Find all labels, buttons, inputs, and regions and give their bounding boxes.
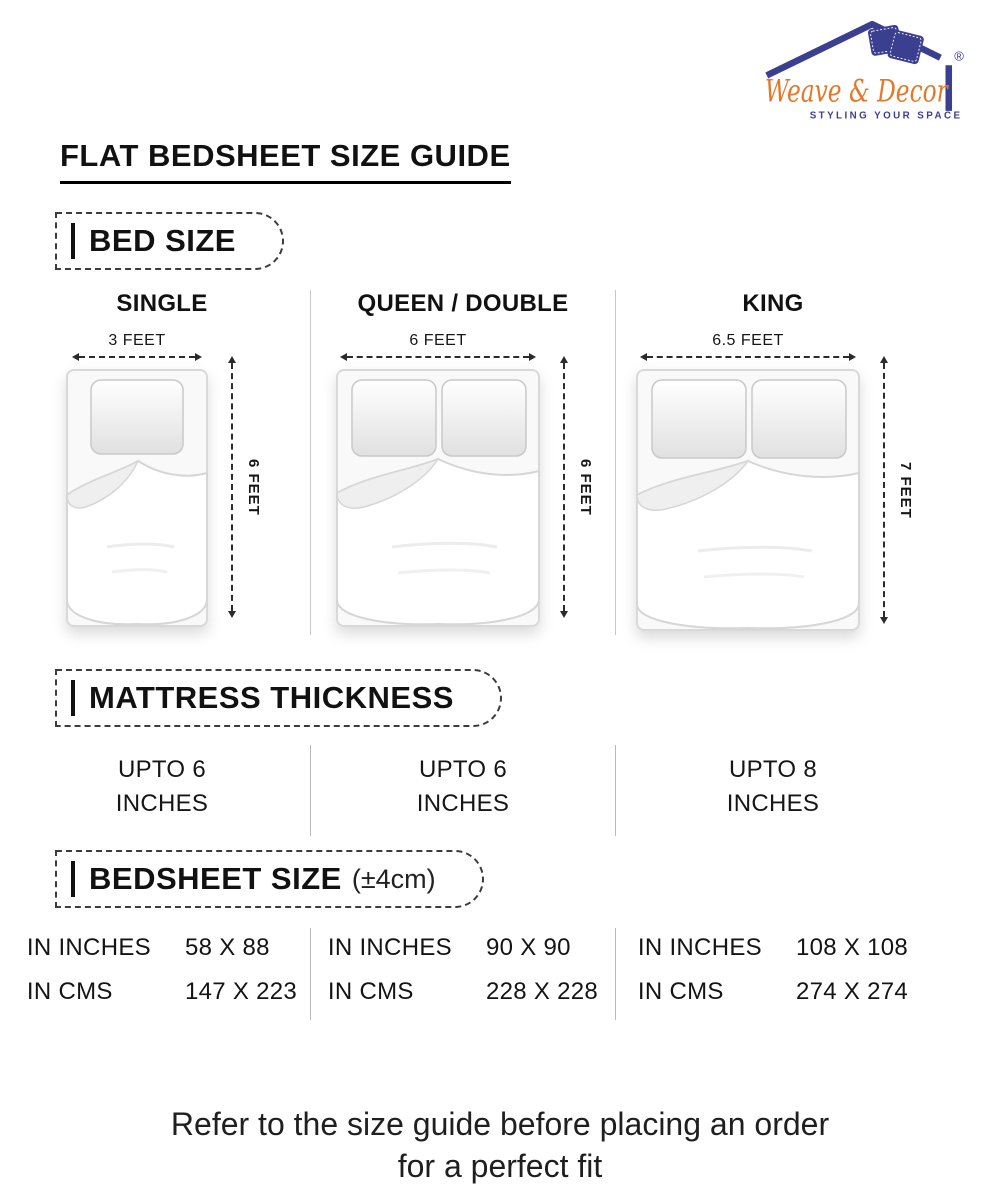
length-dimension-single: 6 FEET	[228, 356, 262, 618]
length-label-queen: 6 FEET	[577, 458, 594, 516]
section-label-bed-size: BED SIZE	[89, 223, 236, 258]
thickness-cell-queen: UPTO 6 INCHES	[310, 745, 615, 837]
section-label-bedsheet-size: BEDSHEET SIZE	[89, 861, 342, 897]
bed-column-single: SINGLE 3 FEET 6	[0, 290, 310, 635]
size-cell-single: IN INCHES 58 X 88 IN CMS 147 X 223	[0, 928, 310, 1020]
section-header-bed-size: BED SIZE	[55, 212, 284, 270]
bed-illustration-king	[636, 369, 860, 631]
badge-bar	[71, 861, 75, 898]
length-arrow-icon	[560, 356, 568, 618]
length-dimension-king: 7 FEET	[880, 356, 914, 624]
bedsheet-tolerance: (±4cm)	[351, 863, 436, 894]
thickness-cell-single: UPTO 6 INCHES	[0, 745, 310, 836]
width-label-king: 6.5 FEET	[712, 332, 784, 349]
bed-illustration-single	[66, 369, 208, 627]
bed-size-columns: SINGLE 3 FEET 6	[0, 290, 1000, 635]
page-title: FLAT BEDSHEET SIZE GUIDE	[60, 138, 511, 184]
inches-value: 108 X 108	[795, 934, 909, 962]
width-label-single: 3 FEET	[108, 332, 166, 349]
cms-value: 274 X 274	[795, 978, 909, 1006]
length-label-single: 6 FEET	[245, 458, 262, 516]
bed-column-queen: QUEEN / DOUBLE 6 FEET	[310, 290, 615, 635]
pillow-icon	[351, 379, 437, 457]
brand-logo: ® Weave & Decor STYLING YOUR SPACE	[761, 12, 976, 124]
length-label-king: 7 FEET	[897, 461, 914, 519]
inches-value: 90 X 90	[485, 934, 571, 962]
width-label-queen: 6 FEET	[409, 332, 467, 349]
mattress-thickness-columns: UPTO 6 INCHES UPTO 6 INCHES UPTO 8 INCHE…	[0, 745, 1000, 837]
badge-bar	[71, 680, 75, 716]
cms-label: IN CMS	[26, 978, 113, 1006]
size-cell-king: IN INCHES 108 X 108 IN CMS 274 X 274	[615, 928, 1000, 1021]
pillow-icon	[90, 379, 184, 455]
thickness-line1: UPTO 6	[117, 756, 207, 783]
inches-value: 58 X 88	[184, 934, 270, 962]
bedsheet-size-columns: IN INCHES 58 X 88 IN CMS 147 X 223 IN IN…	[0, 928, 1000, 1021]
thickness-line2: INCHES	[115, 789, 209, 817]
footer-line1: Refer to the size guide before placing a…	[170, 1106, 830, 1143]
inches-label: IN INCHES	[637, 934, 762, 962]
brand-name: Weave & Decor	[765, 74, 950, 110]
bed-column-king: KING 6.5 FEET	[615, 290, 1000, 635]
cms-value: 147 X 223	[184, 978, 298, 1006]
footer-line2: for a perfect fit	[397, 1147, 603, 1184]
size-cell-queen: IN INCHES 90 X 90 IN CMS 228 X 228	[310, 928, 615, 1021]
logo-pillows-icon	[867, 24, 924, 65]
bed-name-king: KING	[742, 290, 804, 317]
logo-house-icon: ® Weave & Decor STYLING YOUR SPACE	[765, 20, 964, 121]
cms-label: IN CMS	[327, 978, 414, 1006]
inches-label: IN INCHES	[327, 934, 452, 962]
bed-illustration-queen	[336, 369, 540, 627]
length-dimension-queen: 6 FEET	[560, 356, 594, 618]
inches-label: IN INCHES	[26, 934, 151, 962]
section-header-mattress-thickness: MATTRESS THICKNESS	[55, 669, 502, 727]
thickness-cell-king: UPTO 8 INCHES	[615, 745, 1000, 837]
cms-value: 228 X 228	[485, 978, 599, 1006]
pillow-icon	[751, 379, 847, 459]
thickness-line1: UPTO 8	[728, 756, 818, 783]
badge-bar	[71, 223, 75, 259]
width-arrow-icon	[640, 353, 856, 361]
pillow-icon	[441, 379, 527, 457]
brand-tagline: STYLING YOUR SPACE	[810, 110, 963, 121]
length-arrow-icon	[880, 356, 888, 624]
thickness-line2: INCHES	[416, 789, 510, 817]
width-arrow-icon	[72, 353, 202, 361]
thickness-line2: INCHES	[726, 789, 820, 817]
bed-name-single: SINGLE	[116, 290, 208, 317]
bed-name-queen: QUEEN / DOUBLE	[357, 290, 569, 317]
footer-note: Refer to the size guide before placing a…	[0, 1104, 1000, 1187]
section-header-bedsheet-size: BEDSHEET SIZE (±4cm)	[55, 850, 484, 909]
registered-mark: ®	[954, 49, 964, 64]
pillow-icon	[651, 379, 747, 459]
thickness-line1: UPTO 6	[418, 756, 508, 783]
section-label-mattress-thickness: MATTRESS THICKNESS	[89, 680, 454, 715]
width-arrow-icon	[340, 353, 536, 361]
length-arrow-icon	[228, 356, 236, 618]
cms-label: IN CMS	[637, 978, 724, 1006]
